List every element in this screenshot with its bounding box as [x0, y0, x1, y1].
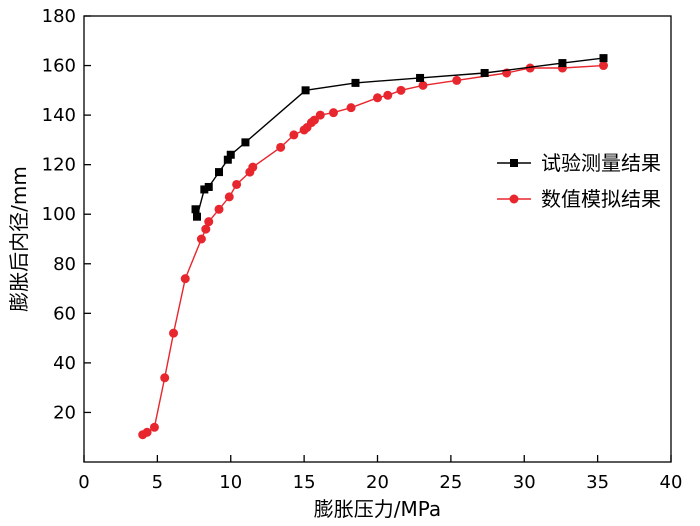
- data-point-simulated: [525, 63, 535, 73]
- legend-marker-measured: [510, 159, 518, 167]
- data-point-simulated: [383, 90, 393, 100]
- data-point-simulated: [224, 192, 234, 202]
- x-tick-label: 15: [293, 472, 316, 493]
- data-point-measured: [223, 155, 232, 164]
- data-point-simulated: [396, 85, 406, 95]
- legend-item-simulated: 数值模拟结果: [497, 187, 661, 211]
- data-point-simulated: [328, 108, 338, 118]
- x-tick-label: 0: [78, 472, 89, 493]
- x-tick-label: 10: [219, 472, 242, 493]
- y-tick-label: 100: [42, 204, 76, 225]
- data-point-measured: [204, 182, 213, 191]
- data-point-simulated: [214, 204, 224, 214]
- legend-label-simulated: 数值模拟结果: [541, 187, 661, 211]
- data-point-measured: [599, 54, 608, 63]
- data-point-simulated: [452, 75, 462, 85]
- data-point-measured: [416, 73, 425, 82]
- data-point-measured: [558, 59, 567, 68]
- x-tick-label: 5: [152, 472, 163, 493]
- data-point-measured: [192, 212, 201, 221]
- legend-label-measured: 试验测量结果: [541, 151, 661, 175]
- data-point-simulated: [169, 328, 179, 338]
- data-point-simulated: [346, 103, 356, 113]
- data-point-simulated: [142, 427, 152, 437]
- x-tick-label: 35: [586, 472, 609, 493]
- series-simulated: [138, 61, 608, 440]
- y-tick-label: 120: [42, 155, 76, 176]
- data-point-measured: [200, 185, 209, 194]
- y-tick-label: 160: [42, 56, 76, 77]
- data-point-simulated: [289, 130, 299, 140]
- x-tick-label: 40: [660, 472, 683, 493]
- data-point-simulated: [149, 422, 159, 432]
- data-point-simulated: [418, 80, 428, 90]
- data-point-simulated: [160, 373, 170, 383]
- y-tick-label: 80: [53, 254, 76, 275]
- x-tick-label: 30: [513, 472, 536, 493]
- data-point-simulated: [180, 274, 190, 284]
- data-point-measured: [241, 138, 250, 147]
- data-point-measured: [191, 205, 200, 214]
- y-tick-label: 20: [53, 402, 76, 423]
- data-point-simulated: [196, 234, 206, 244]
- x-axis-title: 膨胀压力/MPa: [314, 497, 441, 521]
- y-tick-label: 180: [42, 6, 76, 27]
- x-tick-label: 20: [366, 472, 389, 493]
- y-tick-label: 140: [42, 105, 76, 126]
- data-point-measured: [226, 150, 235, 159]
- data-point-measured: [301, 86, 310, 95]
- legend-marker-simulated: [509, 194, 519, 204]
- series-layer: [138, 54, 608, 440]
- data-point-measured: [351, 78, 360, 87]
- ticks-layer: 0 5 10 15 20 25 30 35 40 20 40 60 80 100 120 140 160 180: [42, 6, 683, 493]
- data-point-simulated: [309, 115, 319, 125]
- y-axis-title: 膨胀后内径/mm: [7, 166, 31, 312]
- series-measured: [191, 54, 608, 221]
- data-point-simulated: [315, 110, 325, 120]
- legend-item-measured: 试验测量结果: [497, 151, 661, 175]
- data-point-measured: [215, 168, 224, 177]
- data-point-measured: [480, 68, 489, 77]
- data-point-simulated: [276, 142, 286, 152]
- data-point-simulated: [248, 162, 258, 172]
- data-point-simulated: [373, 93, 382, 103]
- y-tick-label: 40: [53, 353, 76, 374]
- data-point-simulated: [204, 217, 214, 227]
- data-point-simulated: [201, 224, 211, 234]
- data-point-simulated: [598, 61, 608, 71]
- data-point-simulated: [232, 179, 242, 189]
- y-tick-label: 60: [53, 303, 76, 324]
- x-tick-label: 25: [439, 472, 462, 493]
